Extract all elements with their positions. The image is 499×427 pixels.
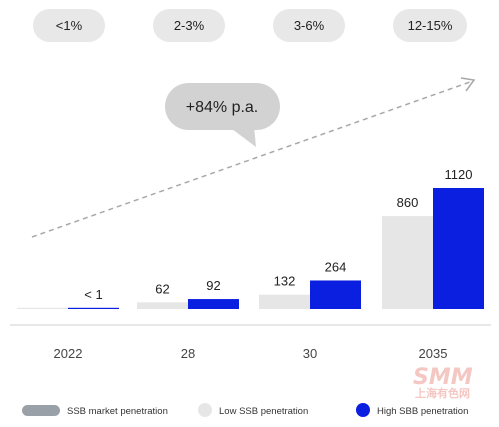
- bar-low-28: [137, 302, 188, 309]
- legend-item-market: SSB market penetration: [22, 405, 168, 417]
- legend-swatch-low: [198, 403, 212, 417]
- pill-label-2: 2-3%: [174, 18, 205, 33]
- bar-series-group: < 1 62 92 132 264 860 1120: [17, 167, 484, 309]
- legend: SSB market penetration Low SSB penetrati…: [22, 403, 468, 417]
- pill-label-1: <1%: [56, 18, 83, 33]
- smm-watermark-logo: SMM 上海有色网: [413, 365, 473, 400]
- bar-high-30: [310, 280, 361, 309]
- bar-high-28: [188, 299, 239, 309]
- legend-label-high: High SBB penetration: [377, 406, 468, 417]
- x-tick-28: 28: [181, 346, 195, 361]
- x-tick-2035: 2035: [419, 346, 448, 361]
- watermark-big: SMM: [413, 365, 473, 390]
- bar-low-2035: [382, 216, 433, 309]
- x-tick-30: 30: [303, 346, 317, 361]
- legend-swatch-high: [356, 403, 370, 417]
- data-label-low-30: 132: [274, 274, 296, 289]
- data-label-high-28: 92: [206, 278, 220, 293]
- growth-rate-bubble: +84% p.a.: [165, 83, 280, 147]
- bar-high-2035: [433, 188, 484, 309]
- x-axis-ticks: 2022 28 30 2035: [54, 346, 448, 361]
- legend-item-high: High SBB penetration: [356, 403, 468, 417]
- growth-trend-arrow: [31, 77, 476, 238]
- legend-label-low: Low SSB penetration: [219, 406, 308, 417]
- data-label-low-2035: 860: [397, 195, 419, 210]
- data-label-low-28: 62: [155, 281, 169, 296]
- penetration-pill-2: 2-3%: [153, 9, 225, 42]
- data-label-high-30: 264: [325, 259, 347, 274]
- watermark-small: 上海有色网: [415, 386, 470, 400]
- penetration-pill-4: 12-15%: [393, 9, 467, 42]
- data-label-high-2035: 1120: [445, 167, 473, 182]
- legend-label-market: SSB market penetration: [67, 406, 168, 417]
- legend-item-low: Low SSB penetration: [198, 403, 308, 417]
- pill-label-4: 12-15%: [408, 18, 453, 33]
- growth-rate-label: +84% p.a.: [186, 99, 259, 116]
- penetration-pill-1: <1%: [33, 9, 105, 42]
- bar-high-2022: [68, 307, 119, 309]
- penetration-pill-3: 3-6%: [273, 9, 345, 42]
- pill-label-3: 3-6%: [294, 18, 325, 33]
- bar-low-2022: [17, 307, 68, 309]
- x-tick-2022: 2022: [54, 346, 83, 361]
- bar-low-30: [259, 294, 310, 309]
- legend-swatch-market: [22, 405, 60, 416]
- data-label-high-2022: < 1: [84, 287, 102, 302]
